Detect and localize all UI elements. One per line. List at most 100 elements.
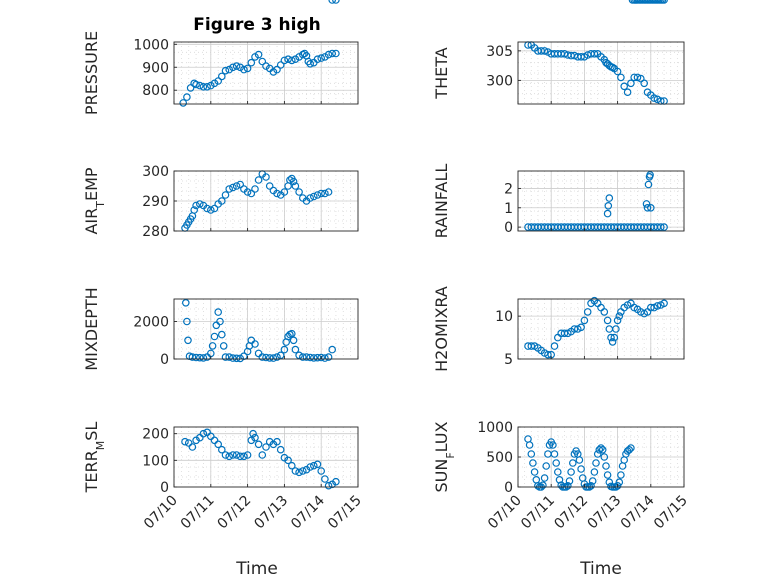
data-point	[208, 342, 217, 350]
data-point	[289, 336, 298, 345]
data-point	[183, 317, 191, 326]
data-point	[291, 55, 300, 64]
subplot-air_temp: 280 290 300 AIRTEMP	[82, 0, 359, 240]
data-point	[298, 353, 307, 361]
data-point	[262, 173, 270, 181]
data-point	[302, 353, 311, 361]
y-tick-label: 300	[142, 164, 169, 180]
data-point	[313, 191, 322, 199]
data-point	[643, 204, 652, 212]
data-point	[567, 468, 575, 476]
data-point	[646, 303, 655, 312]
y-tick-label: 900	[142, 60, 169, 76]
data-point	[249, 429, 257, 438]
data-point	[592, 459, 600, 467]
data-point	[306, 463, 315, 471]
data-point	[287, 461, 296, 470]
y-axis-label-rest: SL	[82, 422, 101, 441]
data-point	[214, 440, 223, 449]
data-point	[232, 182, 241, 190]
data-point	[550, 342, 559, 350]
data-point	[583, 308, 592, 316]
data-point	[291, 467, 300, 475]
data-point	[295, 351, 303, 360]
data-point	[534, 481, 542, 490]
data-point	[295, 468, 303, 477]
data-point	[332, 477, 340, 486]
y-tick-label: 0	[160, 352, 169, 368]
data-point	[232, 62, 241, 70]
data-point	[600, 308, 609, 316]
data-point	[608, 63, 617, 72]
y-axis-label: RAINFALL	[432, 164, 451, 239]
data-point	[570, 325, 579, 333]
y-axis-label-rest: LUX	[432, 421, 451, 452]
data-point	[265, 182, 274, 190]
plot-area	[518, 171, 684, 231]
data-point	[306, 353, 315, 362]
data-point	[273, 437, 281, 446]
data-point	[225, 65, 234, 74]
data-point	[265, 354, 274, 362]
data-point	[251, 185, 259, 193]
data-point	[577, 52, 585, 61]
subplot-pressure: 800 900 1000 PRESSURE	[82, 31, 359, 115]
data-point	[577, 465, 585, 473]
data-point	[214, 308, 223, 316]
data-point	[221, 191, 230, 199]
data-point	[607, 333, 615, 342]
data-point	[243, 188, 252, 196]
subplot-theta: 300 305 THETA	[432, 41, 685, 105]
data-point	[660, 223, 668, 231]
data-point	[295, 53, 303, 61]
data-point	[324, 353, 333, 361]
data-point	[321, 475, 329, 483]
y-tick-label: 1000	[477, 420, 513, 436]
data-point	[529, 459, 537, 467]
data-series-terr_msl	[181, 428, 340, 490]
data-point	[203, 83, 211, 91]
data-point	[313, 55, 322, 64]
data-point	[623, 88, 632, 97]
data-point	[179, 99, 188, 107]
data-point	[560, 49, 569, 58]
data-point	[262, 443, 270, 451]
data-point	[597, 444, 605, 452]
data-point	[219, 342, 228, 350]
data-point	[218, 72, 226, 81]
data-point	[627, 444, 635, 452]
data-point	[218, 197, 226, 205]
data-point	[542, 462, 551, 470]
data-point	[580, 316, 589, 325]
data-point	[640, 79, 649, 88]
data-point	[284, 55, 292, 64]
data-point	[192, 80, 200, 89]
data-point	[243, 64, 252, 73]
data-point	[286, 176, 294, 184]
data-point	[254, 440, 263, 449]
data-point	[284, 456, 292, 465]
data-point	[262, 353, 270, 362]
x-axis-label-right: Time	[579, 559, 622, 579]
data-point	[199, 354, 208, 362]
data-point	[240, 452, 248, 461]
data-point	[603, 471, 612, 479]
data-point	[568, 459, 577, 467]
major-grid	[174, 171, 358, 231]
data-point	[225, 452, 234, 461]
data-point	[650, 94, 658, 102]
data-point	[269, 354, 278, 362]
data-point	[203, 204, 211, 213]
data-point	[615, 312, 624, 320]
subplot-mixdepth: 0 2000 MIXDEPTH	[82, 287, 359, 371]
data-point	[593, 450, 602, 458]
y-tick-label: 500	[486, 450, 513, 466]
data-point	[590, 49, 599, 58]
data-point	[196, 81, 204, 90]
data-point	[216, 317, 224, 326]
data-point	[207, 81, 215, 90]
data-point	[306, 59, 315, 68]
data-point	[321, 189, 329, 198]
y-axis-label-main: AIR	[82, 208, 101, 235]
data-point	[196, 200, 204, 208]
